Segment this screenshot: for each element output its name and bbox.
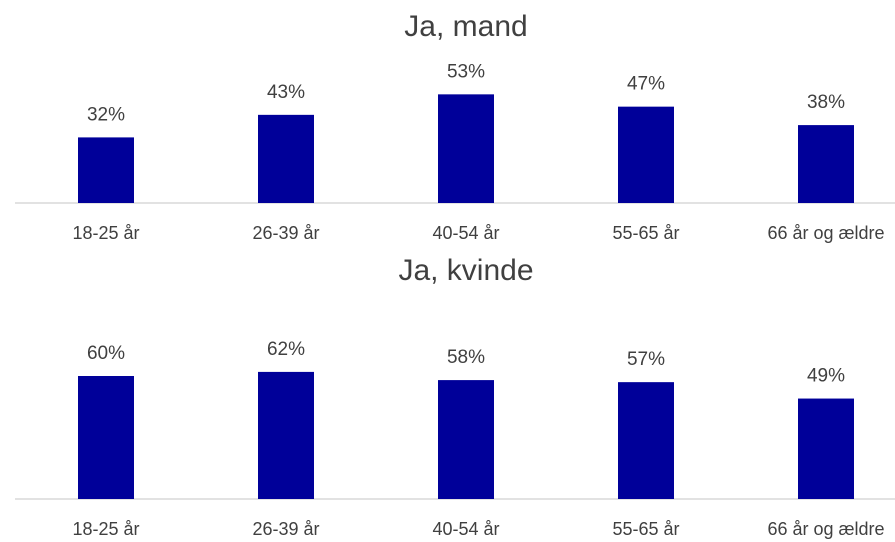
x-tick-label: 40-54 år [432,223,499,243]
x-tick-label: 18-25 år [72,223,139,243]
data-label: 49% [807,366,845,387]
x-tick-label: 26-39 år [252,223,319,243]
x-tick-label: 55-65 år [612,519,679,539]
bar [78,376,134,499]
bar [438,380,494,499]
chart-title: Ja, kvinde [398,254,533,287]
bar [798,125,854,203]
data-label: 47% [627,74,665,95]
bar [618,106,674,203]
x-tick-label: 55-65 år [612,223,679,243]
data-label: 58% [447,347,485,368]
bar [438,94,494,203]
data-label: 62% [267,339,305,360]
x-tick-label: 66 år og ældre [767,223,884,243]
bar [258,371,314,499]
bar [78,137,134,203]
data-label: 57% [627,349,665,370]
x-tick-label: 66 år og ældre [767,519,884,539]
x-tick-label: 26-39 år [252,519,319,539]
bar [258,114,314,203]
data-label: 53% [447,61,485,82]
bar [798,398,854,499]
data-label: 43% [267,82,305,103]
data-label: 32% [87,104,125,125]
chart-title: Ja, mand [404,10,527,43]
data-label: 38% [807,92,845,113]
bar [618,382,674,499]
x-tick-label: 40-54 år [432,519,499,539]
x-tick-label: 18-25 år [72,519,139,539]
data-label: 60% [87,343,125,364]
